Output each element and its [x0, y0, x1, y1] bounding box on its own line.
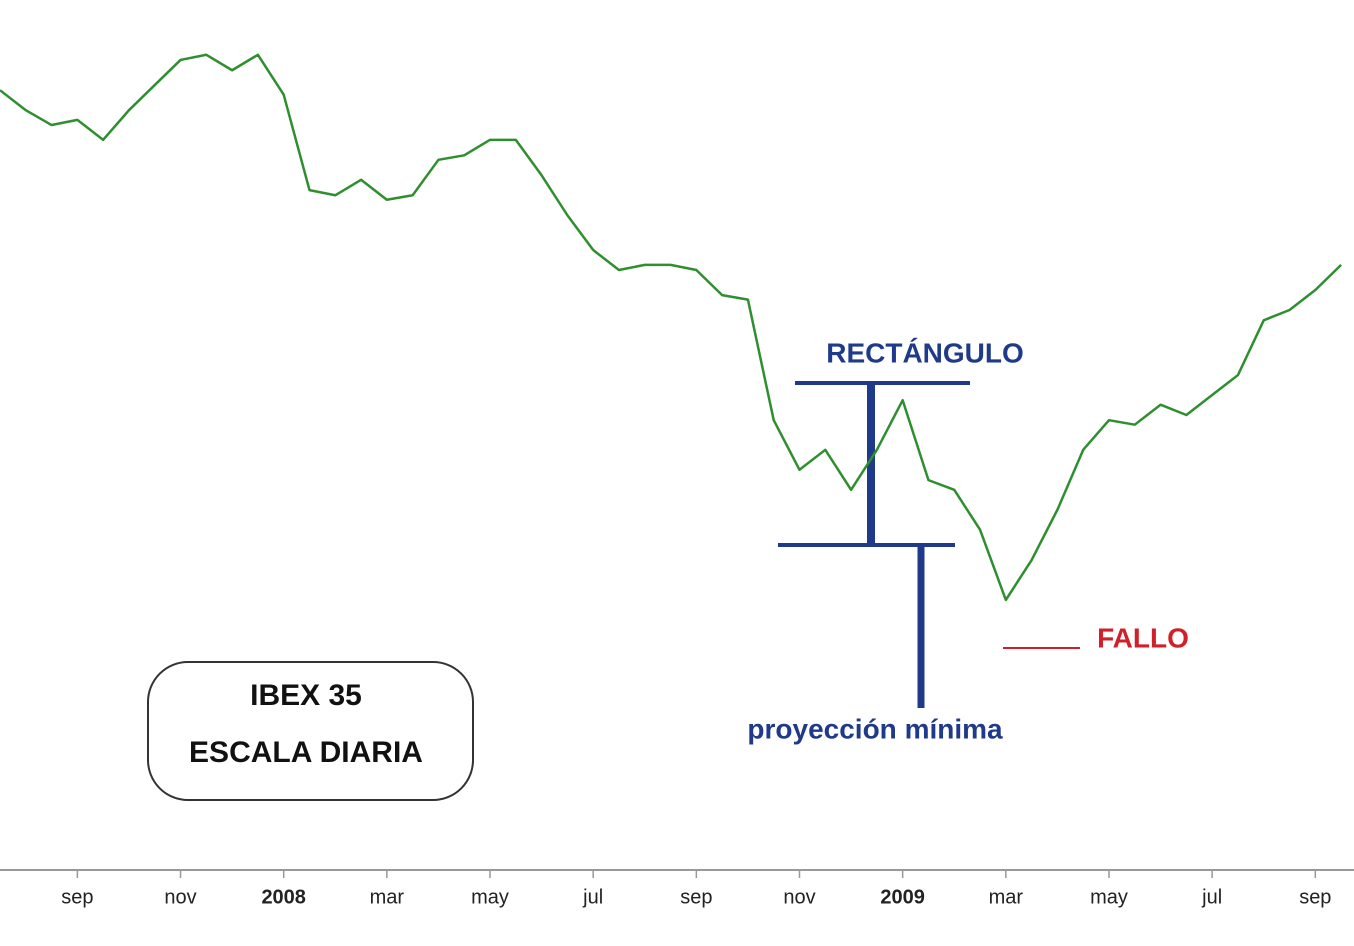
x-tick-label: mar — [989, 886, 1024, 908]
x-tick-label: 2008 — [261, 886, 306, 908]
rectangle-label: RECTÁNGULO — [826, 337, 1024, 368]
x-tick-label: may — [471, 886, 509, 908]
box-title: IBEX 35 — [250, 679, 362, 712]
x-tick-label: sep — [1299, 886, 1331, 908]
x-tick-label: may — [1090, 886, 1128, 908]
x-tick-label: 2009 — [880, 886, 925, 908]
x-tick-label: sep — [61, 886, 93, 908]
label-box — [147, 661, 474, 801]
x-tick-label: nov — [164, 886, 196, 908]
x-tick-label: nov — [783, 886, 815, 908]
x-tick-label: mar — [370, 886, 405, 908]
x-tick-label: jul — [582, 886, 603, 908]
projection-label: proyección mínima — [747, 713, 1003, 744]
fail-label: FALLO — [1097, 622, 1189, 653]
box-subtitle: ESCALA DIARIA — [189, 736, 423, 769]
price-line — [0, 53, 1342, 602]
x-tick-label: sep — [680, 886, 712, 908]
x-tick-label: jul — [1201, 886, 1222, 908]
rectangle-annotation — [778, 381, 970, 708]
